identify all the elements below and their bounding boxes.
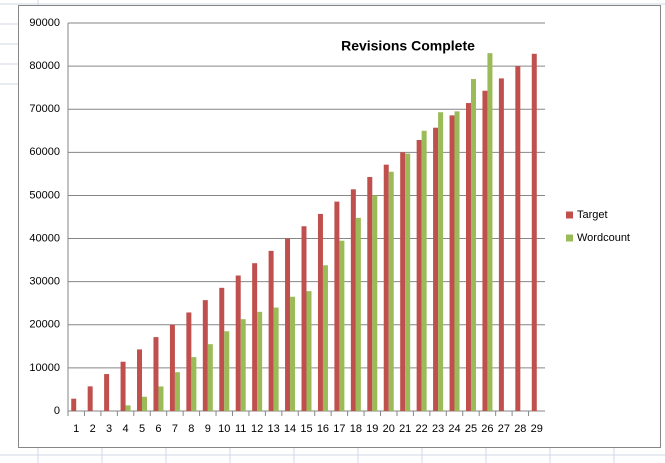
y-tick-label: 80000 bbox=[29, 60, 60, 72]
x-tick-label: 3 bbox=[106, 423, 112, 435]
bar bbox=[186, 312, 192, 411]
x-tick-label: 24 bbox=[448, 423, 460, 435]
x-tick-label: 21 bbox=[399, 423, 411, 435]
bar bbox=[285, 238, 291, 411]
x-tick-label: 7 bbox=[172, 423, 178, 435]
x-tick-label: 5 bbox=[139, 423, 145, 435]
bar bbox=[388, 171, 394, 411]
bar bbox=[125, 405, 131, 411]
y-tick-label: 90000 bbox=[29, 17, 60, 29]
bar bbox=[487, 53, 493, 412]
bar bbox=[306, 291, 312, 411]
y-tick-label: 70000 bbox=[29, 103, 60, 115]
bar bbox=[372, 195, 378, 411]
bar bbox=[334, 201, 340, 411]
bar bbox=[142, 396, 148, 411]
y-tick-label: 0 bbox=[54, 405, 60, 417]
x-tick-label: 15 bbox=[300, 423, 312, 435]
bar bbox=[421, 130, 427, 411]
x-tick-label: 4 bbox=[123, 423, 129, 435]
bar bbox=[322, 265, 328, 411]
bar bbox=[355, 217, 361, 411]
legend-label: Wordcount bbox=[577, 232, 630, 244]
y-tick-label: 50000 bbox=[29, 189, 60, 201]
bar bbox=[252, 263, 258, 411]
legend-swatch bbox=[566, 234, 573, 242]
bar bbox=[383, 164, 389, 411]
bar bbox=[482, 90, 488, 411]
chart-title: Revisions Complete bbox=[341, 38, 475, 54]
bar bbox=[174, 372, 180, 411]
x-tick-label: 28 bbox=[514, 423, 526, 435]
x-tick-label: 19 bbox=[366, 423, 378, 435]
bar bbox=[87, 386, 93, 411]
x-tick-label: 29 bbox=[531, 423, 543, 435]
x-tick-label: 11 bbox=[235, 423, 246, 435]
bar bbox=[498, 78, 504, 412]
bar bbox=[400, 152, 406, 412]
x-tick-label: 1 bbox=[73, 423, 79, 435]
x-tick-label: 25 bbox=[465, 423, 477, 435]
bar bbox=[339, 240, 345, 411]
bar bbox=[367, 176, 373, 411]
bar bbox=[257, 311, 263, 411]
x-tick-label: 27 bbox=[498, 423, 510, 435]
bar bbox=[438, 112, 444, 412]
bar bbox=[449, 115, 455, 411]
bar bbox=[317, 213, 323, 411]
y-tick-label: 10000 bbox=[29, 362, 60, 374]
x-tick-label: 17 bbox=[333, 423, 345, 435]
x-tick-label: 16 bbox=[317, 423, 329, 435]
x-tick-label: 6 bbox=[155, 423, 161, 435]
y-tick-label: 30000 bbox=[29, 276, 60, 288]
bar bbox=[515, 66, 521, 411]
bar bbox=[137, 349, 143, 411]
bar bbox=[268, 250, 274, 411]
x-tick-label: 23 bbox=[432, 423, 444, 435]
x-tick-label: 26 bbox=[481, 423, 493, 435]
x-tick-label: 14 bbox=[284, 423, 296, 435]
bar bbox=[104, 374, 110, 411]
x-tick-label: 12 bbox=[251, 423, 263, 435]
bar bbox=[350, 189, 356, 411]
bar bbox=[120, 361, 126, 411]
bar bbox=[191, 357, 197, 411]
x-tick-label: 13 bbox=[267, 423, 279, 435]
bar bbox=[531, 53, 537, 412]
bar bbox=[465, 103, 471, 411]
y-tick-label: 60000 bbox=[29, 146, 60, 158]
bar bbox=[301, 226, 307, 411]
x-tick-label: 20 bbox=[383, 423, 395, 435]
bar bbox=[240, 319, 246, 411]
x-tick-label: 10 bbox=[218, 423, 230, 435]
bar bbox=[416, 140, 422, 412]
bar bbox=[290, 296, 296, 411]
legend-swatch bbox=[566, 211, 573, 219]
x-tick-label: 9 bbox=[205, 423, 211, 435]
bar bbox=[454, 111, 460, 411]
bar bbox=[224, 331, 230, 411]
legend-label: Target bbox=[577, 209, 608, 221]
x-tick-label: 2 bbox=[90, 423, 96, 435]
bar bbox=[71, 398, 77, 411]
x-tick-label: 22 bbox=[416, 423, 428, 435]
x-tick-label: 18 bbox=[350, 423, 362, 435]
bar bbox=[153, 337, 159, 411]
y-tick-label: 20000 bbox=[29, 319, 60, 331]
bar bbox=[169, 324, 175, 411]
bar bbox=[273, 307, 279, 411]
x-tick-label: 8 bbox=[188, 423, 194, 435]
bar bbox=[470, 79, 476, 412]
bar bbox=[219, 287, 225, 411]
bar bbox=[405, 153, 411, 412]
bar bbox=[158, 386, 164, 411]
y-tick-label: 40000 bbox=[29, 232, 60, 244]
bar bbox=[207, 344, 213, 411]
bar bbox=[433, 127, 439, 411]
bar bbox=[202, 300, 208, 411]
bar bbox=[235, 275, 241, 411]
